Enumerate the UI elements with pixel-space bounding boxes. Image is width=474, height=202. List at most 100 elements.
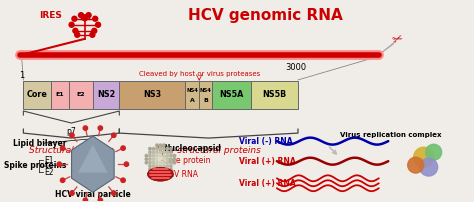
Circle shape [169,168,173,171]
Circle shape [148,161,152,164]
Circle shape [155,168,159,171]
Text: HCV genomic RNA: HCV genomic RNA [188,8,343,23]
Circle shape [173,161,176,164]
Circle shape [72,16,77,21]
Text: ✂: ✂ [391,32,405,48]
Circle shape [148,150,152,154]
Text: NS4: NS4 [200,88,211,93]
Circle shape [148,157,152,161]
Circle shape [83,126,88,130]
Circle shape [162,154,166,158]
Circle shape [121,178,125,182]
Text: IRES: IRES [39,11,62,20]
Circle shape [148,164,152,168]
Circle shape [90,32,95,37]
Circle shape [96,22,100,27]
Circle shape [148,147,152,150]
Circle shape [162,147,166,150]
Text: NS5A: NS5A [219,90,244,99]
Circle shape [419,158,438,176]
Circle shape [152,168,155,171]
Text: Structural proteins: Structural proteins [29,146,114,155]
Circle shape [426,144,442,160]
Circle shape [165,164,169,168]
Text: Non-structural proteins: Non-structural proteins [156,146,261,155]
Text: Nucleocapsid: Nucleocapsid [164,144,221,153]
Circle shape [86,13,91,18]
Circle shape [159,150,162,154]
Circle shape [57,162,62,166]
Circle shape [162,171,166,175]
Circle shape [155,157,159,161]
Circle shape [162,157,166,161]
FancyBboxPatch shape [199,81,212,109]
Circle shape [155,154,159,158]
Text: E2: E2 [77,93,85,98]
FancyBboxPatch shape [93,81,119,109]
Circle shape [75,32,80,37]
Circle shape [155,150,159,154]
Circle shape [173,157,176,161]
Circle shape [159,143,162,147]
Circle shape [169,147,173,150]
Circle shape [169,164,173,168]
Text: Lipid bilayer: Lipid bilayer [12,139,66,148]
Circle shape [145,154,148,158]
Text: E1: E1 [45,156,54,165]
Circle shape [169,161,173,164]
Polygon shape [72,136,114,192]
FancyBboxPatch shape [51,81,69,109]
Circle shape [408,157,424,173]
Circle shape [152,161,155,164]
Text: Viral (-) RNA: Viral (-) RNA [239,137,292,146]
Text: NS3: NS3 [143,90,162,99]
Circle shape [98,198,102,202]
Circle shape [69,22,74,27]
Text: p7: p7 [66,127,76,136]
Circle shape [162,168,166,171]
Circle shape [145,161,148,164]
Circle shape [111,133,116,137]
Circle shape [165,150,169,154]
Circle shape [162,161,166,164]
Circle shape [124,162,128,166]
Circle shape [155,143,159,147]
Text: E2: E2 [45,168,54,177]
Circle shape [152,150,155,154]
Circle shape [152,154,155,158]
FancyBboxPatch shape [119,81,185,109]
Text: E1: E1 [55,93,64,98]
Text: Core protein: Core protein [164,156,211,165]
Text: A: A [190,98,194,103]
Circle shape [159,147,162,150]
Text: HCV viral particle: HCV viral particle [55,190,131,199]
Circle shape [152,147,155,150]
Circle shape [169,154,173,158]
Circle shape [82,15,88,21]
Circle shape [148,154,152,158]
FancyBboxPatch shape [69,81,93,109]
Circle shape [148,168,152,171]
Circle shape [169,150,173,154]
Circle shape [162,150,166,154]
Circle shape [111,191,116,195]
Circle shape [60,146,65,150]
Circle shape [152,164,155,168]
Text: NS5B: NS5B [262,90,286,99]
Text: NS2: NS2 [97,90,116,99]
Text: Core: Core [27,90,47,99]
Circle shape [173,154,176,158]
Circle shape [159,157,162,161]
Text: Cleaved by host or virus proteases: Cleaved by host or virus proteases [138,71,260,77]
Text: Viral (+) RNA: Viral (+) RNA [239,157,296,166]
Circle shape [155,147,159,150]
Circle shape [70,191,74,195]
Circle shape [165,147,169,150]
Circle shape [159,161,162,164]
Text: Viral (+) RNA: Viral (+) RNA [239,179,296,188]
Circle shape [165,157,169,161]
Circle shape [121,146,125,150]
Circle shape [169,157,173,161]
Circle shape [70,133,74,137]
Circle shape [155,161,159,164]
